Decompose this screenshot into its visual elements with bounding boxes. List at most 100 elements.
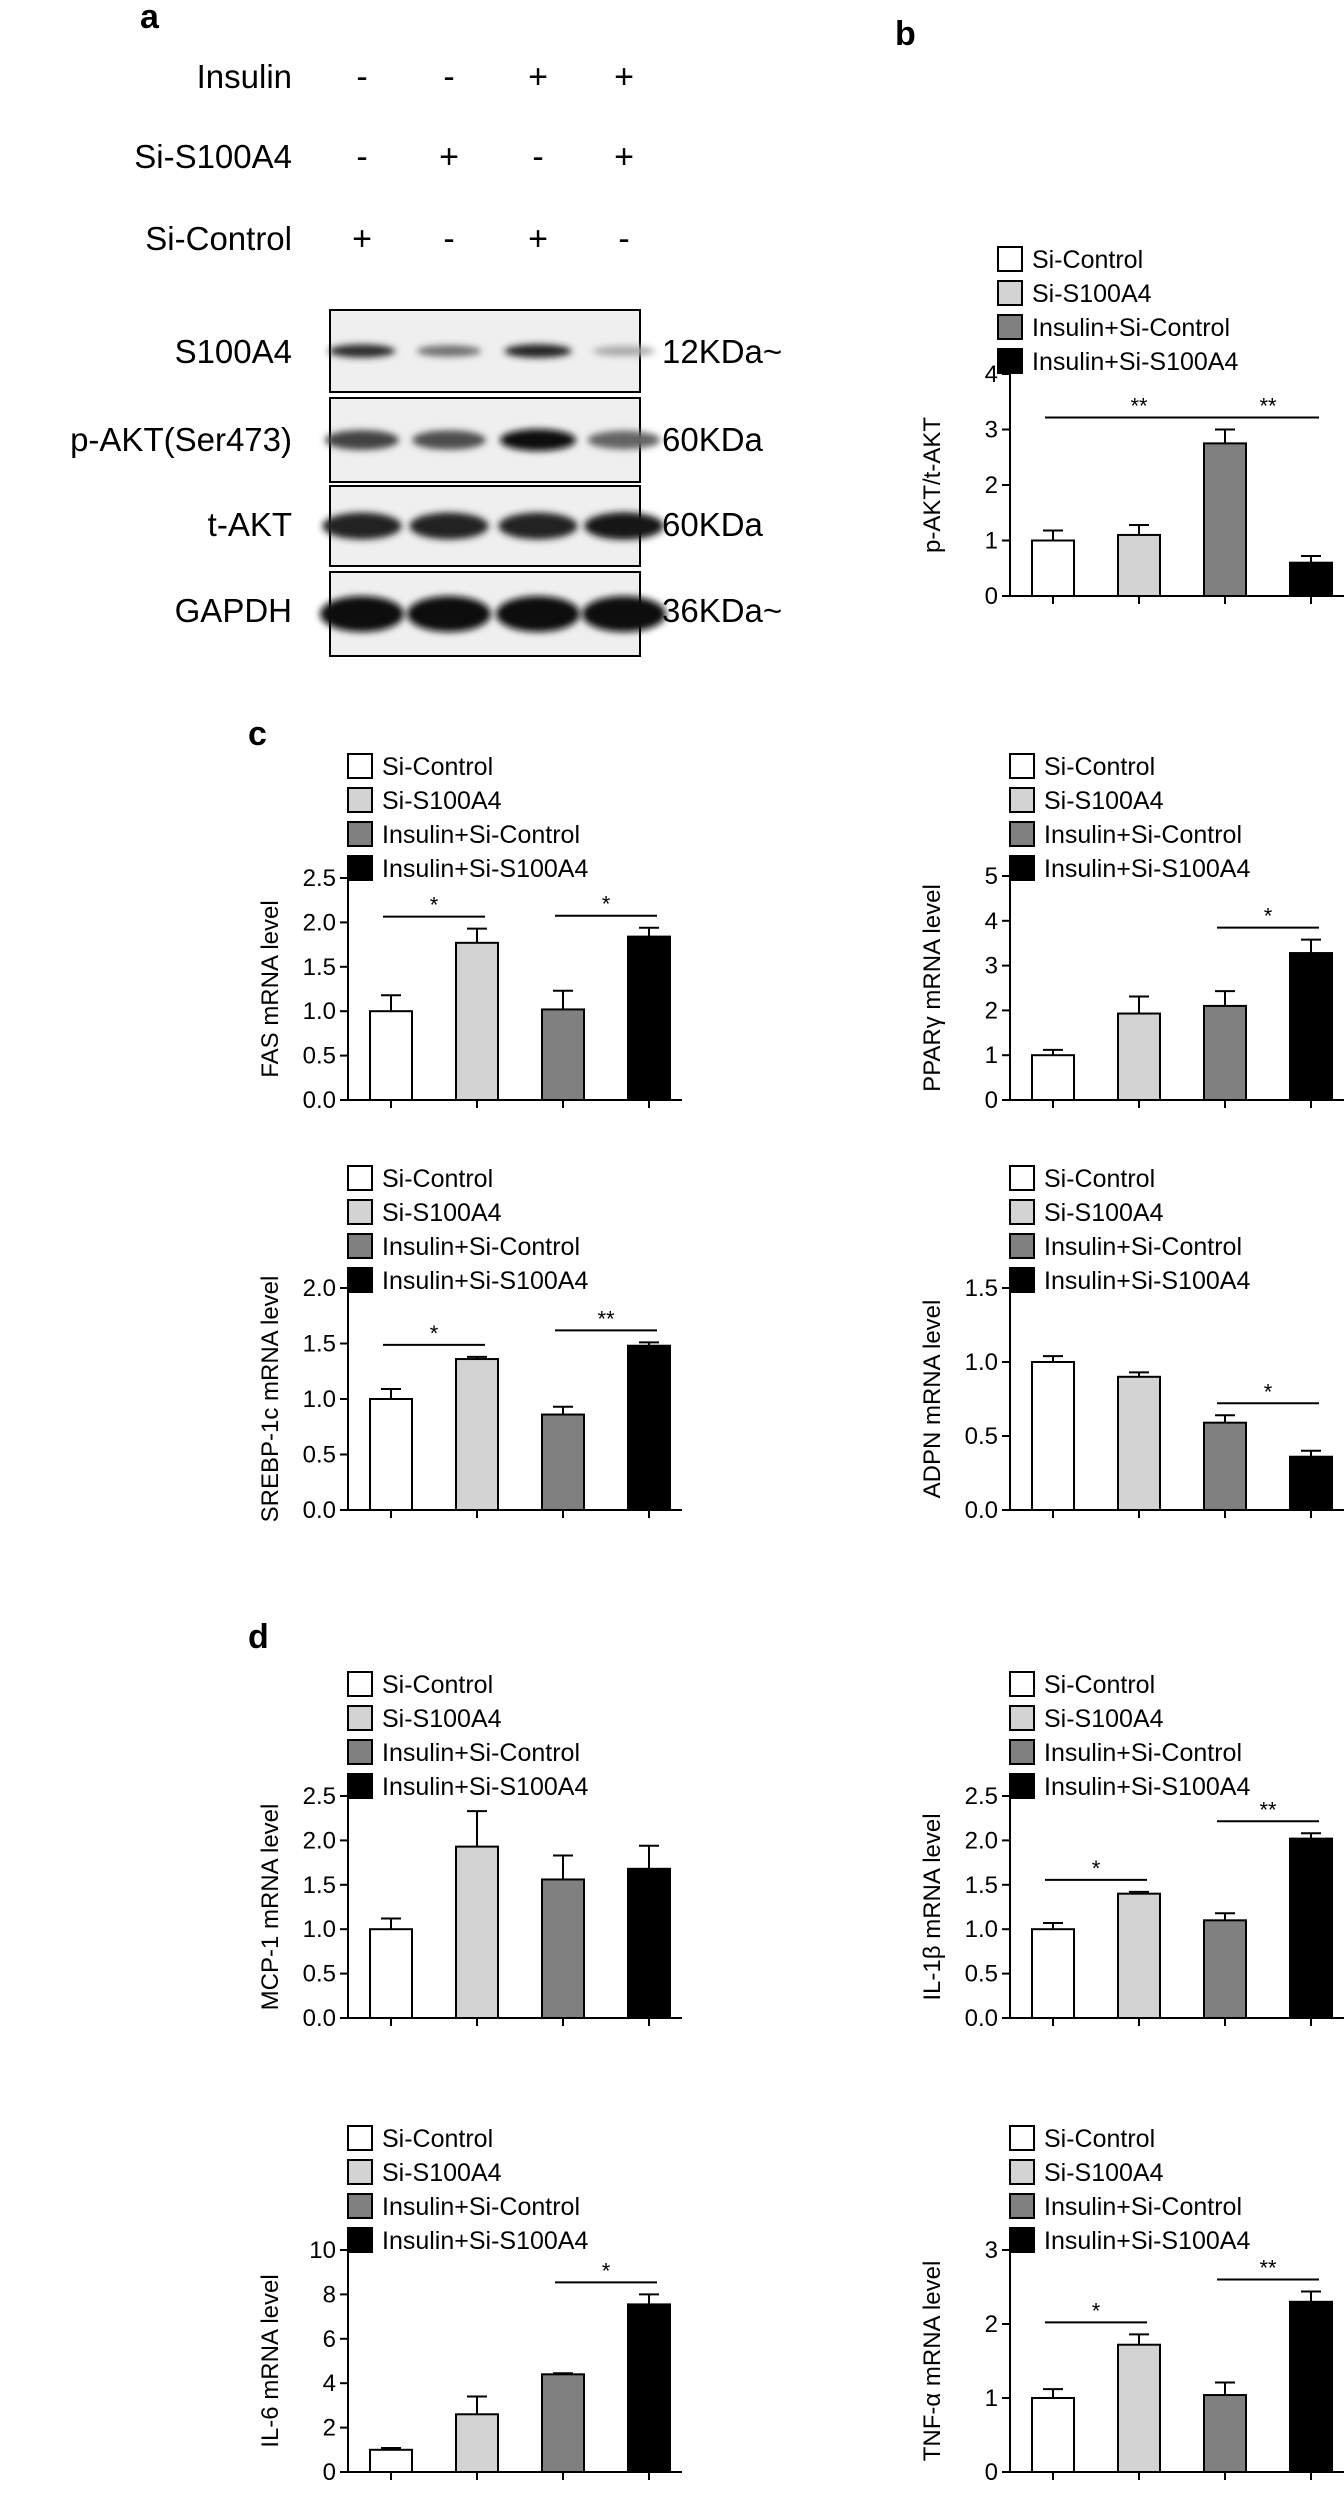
bar [1289, 1837, 1333, 2020]
y-tick-label: 2.5 [965, 1783, 998, 1810]
bar [1203, 1004, 1247, 1101]
bar [1203, 442, 1247, 597]
y-tick-label: 2 [985, 997, 998, 1024]
legend-swatch [1009, 1199, 1035, 1225]
blot-condition-label: Si-Control [145, 220, 292, 257]
legend: Si-Control Si-S100A4 Insulin+Si-Control Ins… [347, 2125, 588, 2255]
y-tick-label: 6 [323, 2326, 336, 2353]
blot-size-label: 36KDa~ [662, 592, 782, 629]
y-tick-label: 2.0 [303, 1827, 336, 1854]
y-tick-label: 3 [985, 2237, 998, 2264]
legend-label: Insulin+Si-S100A4 [1044, 855, 1250, 883]
y-tick-label: 2 [985, 472, 998, 499]
significance-label: ** [597, 1306, 615, 1331]
legend-label: Insulin+Si-S100A4 [1044, 1773, 1250, 1801]
significance-label: * [1264, 904, 1273, 929]
blot-sign: - [356, 58, 367, 96]
legend-swatch [347, 1705, 373, 1731]
legend-swatch [347, 2159, 373, 2185]
legend-label: Insulin+Si-Control [1044, 2193, 1242, 2221]
y-tick-label: 1 [985, 1042, 998, 1069]
legend-swatch [347, 2227, 373, 2253]
blot-protein-label: t-AKT [208, 506, 292, 543]
bar [455, 2413, 499, 2474]
blot-sign: + [439, 138, 459, 176]
bar [1031, 1361, 1075, 1511]
legend-label: Insulin+Si-S100A4 [1032, 348, 1238, 376]
legend-swatch [1009, 2125, 1035, 2151]
bar [541, 2373, 585, 2474]
legend-swatch [997, 314, 1023, 340]
y-axis-label: SREBP-1c mRNA level [257, 1276, 284, 1523]
bar [1031, 2397, 1075, 2473]
blot-band [407, 596, 491, 632]
y-tick-label: 10 [309, 2237, 336, 2264]
bar-chart: Si-Control Si-S100A4 Insulin+Si-Control Ins… [919, 1165, 1344, 1524]
legend-label: Si-S100A4 [382, 1199, 502, 1227]
blot-band [498, 512, 578, 540]
legend-swatch [347, 1671, 373, 1697]
y-tick-label: 3 [985, 417, 998, 444]
significance-label: * [1092, 2298, 1101, 2323]
bar [627, 1867, 671, 2020]
bar [1289, 1455, 1333, 1511]
bar [1203, 1919, 1247, 2019]
blot-band [584, 512, 664, 540]
legend-label: Insulin+Si-S100A4 [382, 855, 588, 883]
legend: Si-Control Si-S100A4 Insulin+Si-Control Ins… [1009, 2125, 1250, 2255]
legend-label: Si-S100A4 [1044, 2159, 1164, 2187]
blot-protein-label: S100A4 [175, 333, 292, 370]
legend-swatch [1009, 855, 1035, 881]
legend-swatch [347, 1165, 373, 1191]
legend: Si-Control Si-S100A4 Insulin+Si-Control Ins… [347, 1165, 588, 1295]
legend-label: Insulin+Si-Control [382, 2193, 580, 2221]
y-tick-label: 1.5 [303, 954, 336, 981]
legend-swatch [1009, 1267, 1035, 1293]
blot-sign: + [528, 58, 548, 96]
bar [369, 1398, 413, 1511]
legend-swatch [347, 2125, 373, 2151]
legend-swatch [1009, 2193, 1035, 2219]
bar-chart: Si-Control Si-S100A4 Insulin+Si-Control Ins… [257, 753, 682, 1114]
y-tick-label: 1.0 [303, 1386, 336, 1413]
y-tick-label: 0.0 [303, 1497, 336, 1524]
legend-label: Insulin+Si-Control [382, 1739, 580, 1767]
y-tick-label: 4 [985, 908, 998, 935]
legend-label: Insulin+Si-Control [1044, 1739, 1242, 1767]
significance-label: ** [1130, 394, 1148, 419]
legend-swatch [347, 787, 373, 813]
legend-label: Si-Control [382, 1671, 493, 1699]
legend-label: Si-Control [382, 753, 493, 781]
blot-band [328, 344, 396, 358]
significance-label: * [430, 1321, 439, 1346]
bar [1203, 2394, 1247, 2474]
legend-swatch [1009, 787, 1035, 813]
bar [369, 2448, 413, 2474]
y-tick-label: 5 [985, 863, 998, 890]
legend-label: Insulin+Si-Control [1044, 821, 1242, 849]
legend: Si-Control Si-S100A4 Insulin+Si-Control Ins… [1009, 1671, 1250, 1801]
legend-label: Si-Control [1044, 753, 1155, 781]
legend-swatch [1009, 1233, 1035, 1259]
legend-label: Insulin+Si-S100A4 [382, 1773, 588, 1801]
significance-label: * [1092, 1856, 1101, 1881]
bar [541, 1878, 585, 2020]
blot-band [496, 596, 580, 632]
legend-swatch [997, 348, 1023, 374]
significance-label: ** [1259, 2255, 1277, 2280]
blot-sign: + [352, 220, 372, 258]
y-tick-label: 3 [985, 953, 998, 980]
legend: Si-Control Si-S100A4 Insulin+Si-Control Ins… [1009, 753, 1250, 883]
bar [627, 2303, 671, 2473]
legend-swatch [997, 280, 1023, 306]
legend-swatch [347, 1199, 373, 1225]
bar [1117, 1012, 1161, 1102]
y-axis-label: FAS mRNA level [257, 900, 284, 1077]
panel-label-b: b [895, 15, 916, 53]
y-tick-label: 1 [985, 2385, 998, 2412]
bar [1117, 2343, 1161, 2473]
legend-label: Si-S100A4 [1044, 1199, 1164, 1227]
blot-sign: - [618, 220, 629, 258]
legend-swatch [1009, 1773, 1035, 1799]
